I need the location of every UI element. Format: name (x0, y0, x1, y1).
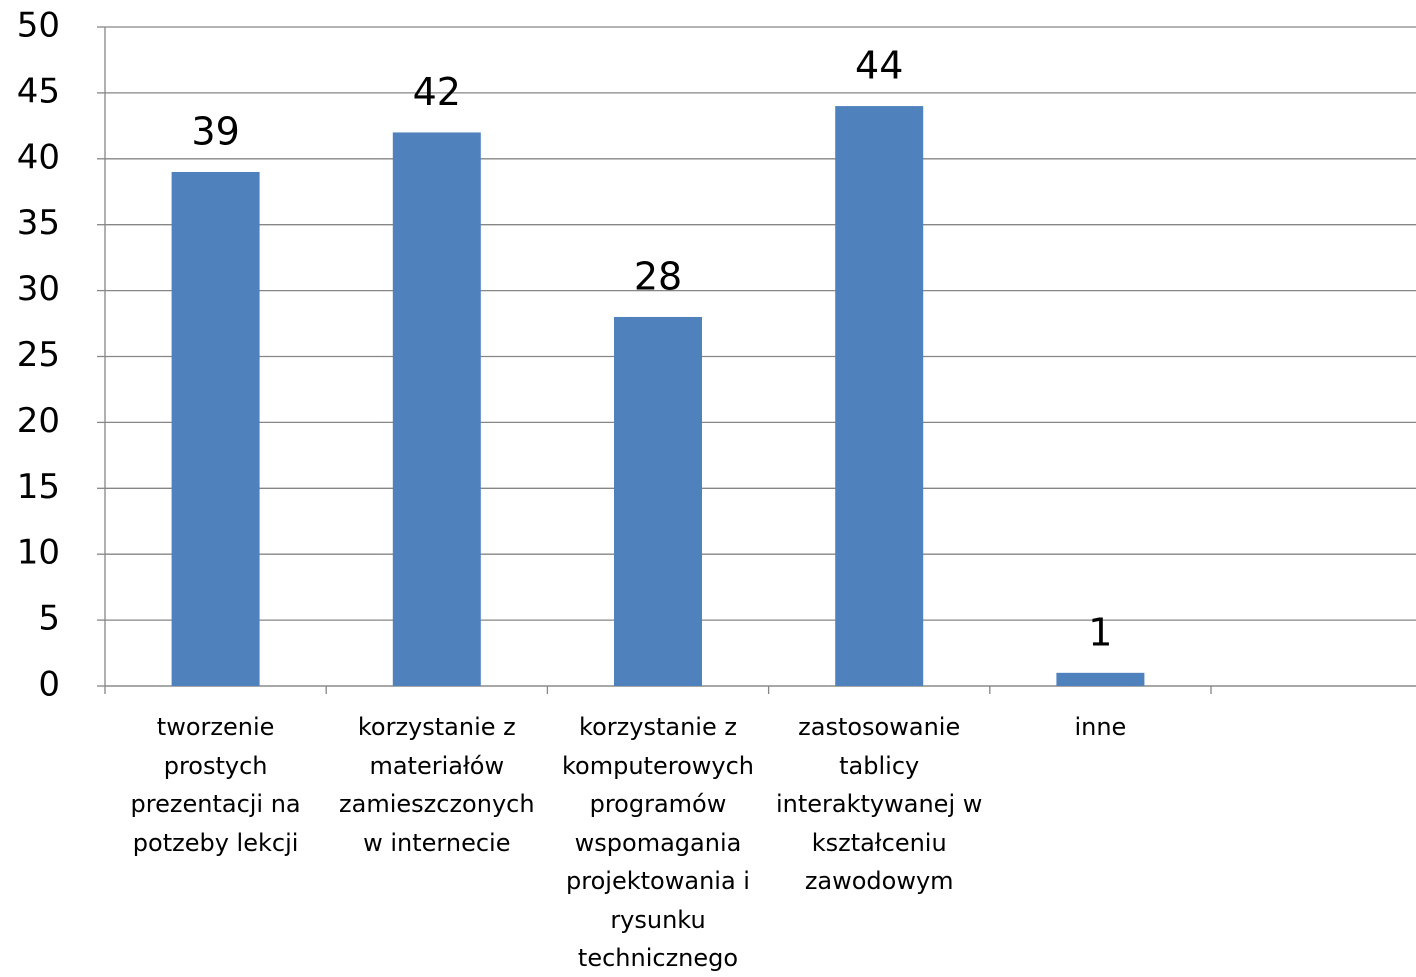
bar (171, 171, 260, 687)
x-tick-label: inne (1074, 713, 1127, 741)
y-tick-label: 0 (38, 665, 60, 705)
y-tick-label: 35 (17, 203, 60, 243)
y-tick-label: 5 (38, 599, 60, 639)
bar (392, 132, 481, 686)
data-label: 28 (634, 254, 682, 298)
y-tick-label: 20 (17, 401, 60, 441)
y-tick-label: 45 (17, 71, 60, 111)
y-tick-label: 40 (17, 137, 60, 177)
bar (1056, 672, 1145, 686)
y-tick-label: 10 (17, 533, 60, 573)
data-label: 42 (413, 70, 461, 114)
data-label: 1 (1088, 610, 1112, 654)
x-tick-label: korzystanie z komputerowych programów ws… (562, 713, 754, 972)
bar (835, 106, 924, 686)
y-tick-label: 50 (17, 6, 60, 46)
bar (614, 316, 702, 686)
y-tick-label: 15 (17, 467, 60, 507)
data-label: 44 (855, 44, 903, 88)
y-tick-label: 25 (17, 335, 60, 375)
x-tick-label: zastosowanie tablicy interaktywanej w ks… (775, 713, 983, 895)
y-tick-label: 30 (17, 269, 60, 309)
x-tick-label: tworzenie prostych prezentacji na potzeb… (130, 713, 301, 857)
data-label: 39 (191, 109, 239, 153)
x-tick-label: korzystanie z materiałów zamieszczonych … (339, 713, 535, 857)
